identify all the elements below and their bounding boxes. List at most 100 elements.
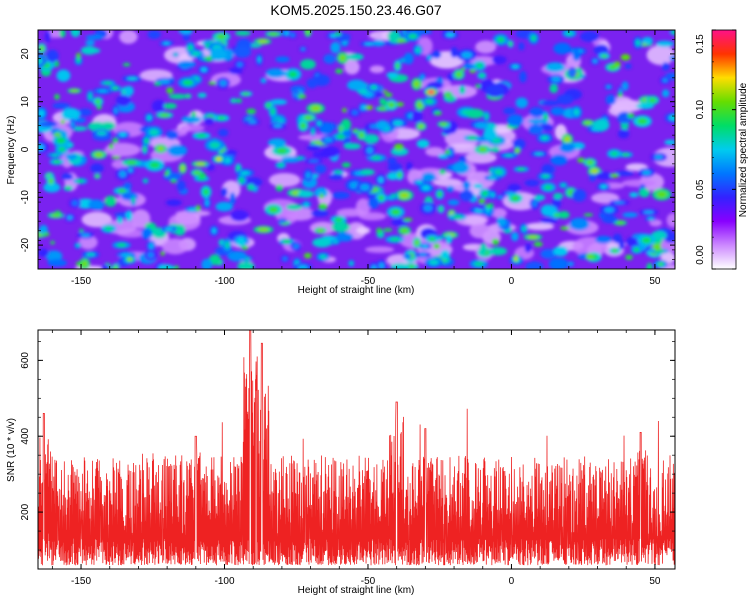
heatmap-cell [195,162,206,166]
heatmap-cell [339,54,347,62]
heatmap-cell [517,167,526,171]
heatmap-cell [331,221,350,233]
heatmap-cell [664,139,675,145]
snr-y-ticks: 200 400 600 [20,341,675,551]
heatmap-cell [314,164,327,174]
heatmap-cell [290,33,295,37]
heatmap-cell [237,261,255,269]
heatmap-x-tick-label: -100 [215,276,235,287]
heatmap-cell [370,155,382,160]
snr-y-tick-label: 200 [20,503,31,520]
heatmap-cell [328,173,344,180]
heatmap-cell [268,32,279,36]
heatmap-cell [553,245,569,257]
heatmap-cell [224,150,237,156]
heatmap-cell [142,146,147,152]
heatmap-cell [621,179,657,187]
heatmap-cell [648,97,657,103]
heatmap-hotspot [658,262,663,266]
heatmap-cell [233,45,252,58]
heatmap-cell [395,62,400,69]
heatmap-cell [518,42,525,51]
heatmap-cell [168,93,188,100]
heatmap-cell [550,107,565,116]
heatmap-cell [635,39,641,47]
heatmap-cell [652,243,662,250]
heatmap-cell [206,163,215,171]
heatmap-cell [369,65,385,74]
heatmap-cell [85,252,96,257]
heatmap-cell [258,39,268,44]
heatmap-cell [188,207,197,212]
heatmap-cell [76,179,85,183]
heatmap-cell [386,71,399,79]
heatmap-cell [339,125,343,132]
heatmap-cell [377,176,384,184]
snr-x-tick-label: 0 [509,576,515,587]
heatmap-cell [418,252,428,257]
heatmap-cell [487,176,498,180]
heatmap-cell [503,107,516,115]
heatmap-cell [65,153,77,161]
heatmap-cell [79,228,84,233]
heatmap-y-label: Frequency (Hz) [6,116,17,185]
heatmap-cell [96,105,102,110]
heatmap-cell [311,128,315,135]
heatmap-cell [530,34,537,42]
heatmap-cell [279,219,285,222]
heatmap-cell [586,159,594,166]
heatmap-cell [374,91,383,98]
heatmap-cell [485,84,505,98]
heatmap-cell [38,45,45,52]
heatmap-cell [217,128,229,137]
heatmap-cell [268,172,301,188]
heatmap-cell [600,184,608,189]
heatmap-cell [541,174,551,179]
heatmap-cell [550,154,568,166]
heatmap-cell [641,170,652,176]
heatmap-cell [336,232,354,242]
heatmap-cell [497,195,503,199]
heatmap-cell [540,135,550,141]
heatmap-cell [447,199,460,206]
heatmap-cell [241,245,249,250]
heatmap-cell [103,81,113,85]
heatmap-cell [159,79,171,84]
heatmap-cell [94,99,101,105]
heatmap-cell [147,251,155,259]
heatmap-cell [403,52,414,65]
heatmap-cell [605,94,616,105]
heatmap-cell [460,67,466,71]
heatmap-cell [533,194,546,201]
heatmap-cell [595,235,612,244]
heatmap-cell [204,116,215,125]
heatmap-cell [540,249,557,259]
heatmap-cell [445,234,453,245]
heatmap-cell [521,225,527,232]
heatmap-cell [305,171,311,179]
heatmap-cell [38,121,58,128]
heatmap-cell [61,173,74,181]
heatmap-cell [100,264,110,269]
heatmap-cell [551,196,561,210]
heatmap-cell [343,142,362,150]
heatmap-cell [656,191,667,198]
heatmap-cell [306,78,318,89]
heatmap-cell [165,199,182,206]
heatmap-cell [654,249,665,253]
heatmap-cell [330,41,341,54]
heatmap-cell [56,69,71,82]
heatmap-cell [205,199,209,206]
heatmap-cell [303,252,312,259]
heatmap-cell [552,192,564,200]
heatmap-cell [490,146,500,153]
heatmap-cell [583,213,594,217]
heatmap-cell [331,191,350,199]
heatmap-cell [297,190,314,198]
heatmap-cell [496,216,507,227]
heatmap-cell [65,186,71,190]
heatmap-cell [347,53,364,61]
heatmap-cell [306,144,322,151]
heatmap-cell [540,204,556,217]
heatmap-cell [415,46,421,54]
